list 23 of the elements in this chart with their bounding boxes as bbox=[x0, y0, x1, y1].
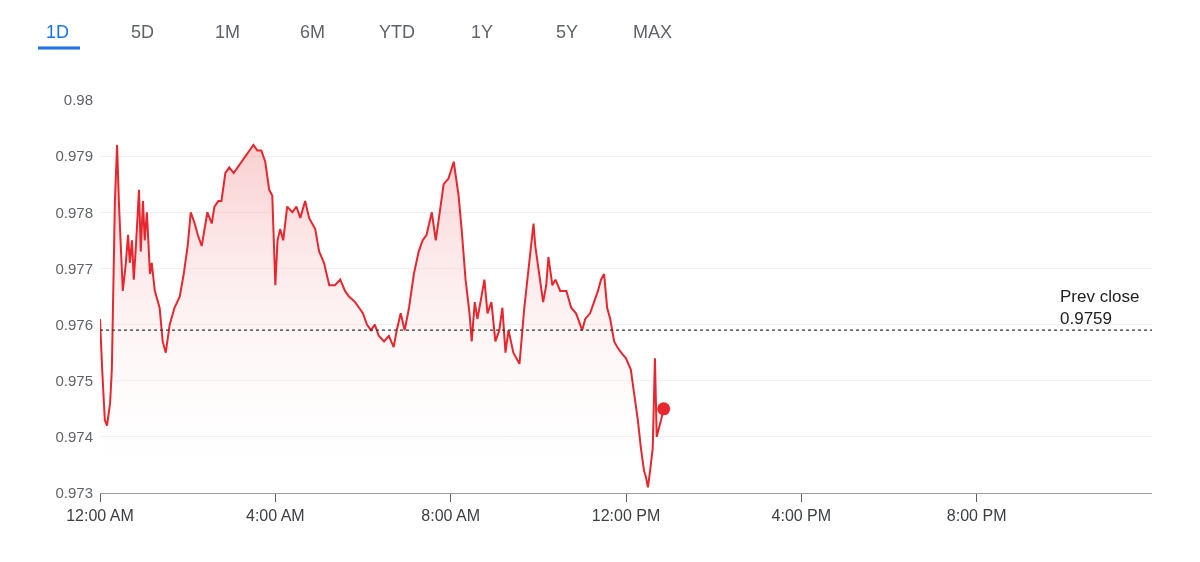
text: 5Y bbox=[556, 22, 579, 42]
text: 6M bbox=[300, 22, 326, 42]
y-tick-label: 0.979 bbox=[55, 147, 93, 165]
x-tick-label: 4:00 PM bbox=[771, 507, 832, 525]
text: 5D bbox=[131, 22, 155, 42]
ref-line-label: Prev close 0.9759 bbox=[1060, 287, 1140, 329]
y-tick-label: 0.976 bbox=[55, 315, 93, 333]
x-tick-label: 12:00 PM bbox=[591, 507, 661, 525]
text: YTD bbox=[379, 22, 415, 42]
text: 1M bbox=[215, 22, 241, 42]
y-tick-label: 0.975 bbox=[55, 371, 93, 389]
x-tick-label: 8:00 AM bbox=[421, 507, 481, 525]
y-tick-label: 0.977 bbox=[55, 259, 93, 277]
x-tick-label: 8:00 PM bbox=[946, 507, 1007, 525]
x-tick-label: 12:00 AM bbox=[66, 507, 134, 525]
y-tick-label: 0.973 bbox=[55, 484, 93, 502]
text: MAX bbox=[633, 22, 673, 42]
text: 1D bbox=[46, 22, 70, 42]
y-tick-label: 0.978 bbox=[55, 203, 93, 221]
x-tick-label: 4:00 AM bbox=[245, 507, 305, 525]
y-tick-label: 0.98 bbox=[63, 91, 93, 109]
y-tick-label: 0.974 bbox=[55, 428, 93, 446]
text: 1Y bbox=[471, 22, 494, 42]
